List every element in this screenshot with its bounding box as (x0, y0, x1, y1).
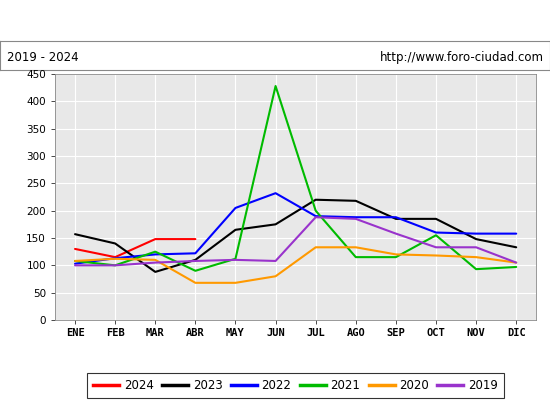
Legend: 2024, 2023, 2022, 2021, 2020, 2019: 2024, 2023, 2022, 2021, 2020, 2019 (87, 373, 504, 398)
Text: http://www.foro-ciudad.com: http://www.foro-ciudad.com (379, 50, 543, 64)
Text: Evolucion Nº Turistas Extranjeros en el municipio de Zalla: Evolucion Nº Turistas Extranjeros en el … (64, 14, 486, 28)
Text: 2019 - 2024: 2019 - 2024 (7, 50, 78, 64)
